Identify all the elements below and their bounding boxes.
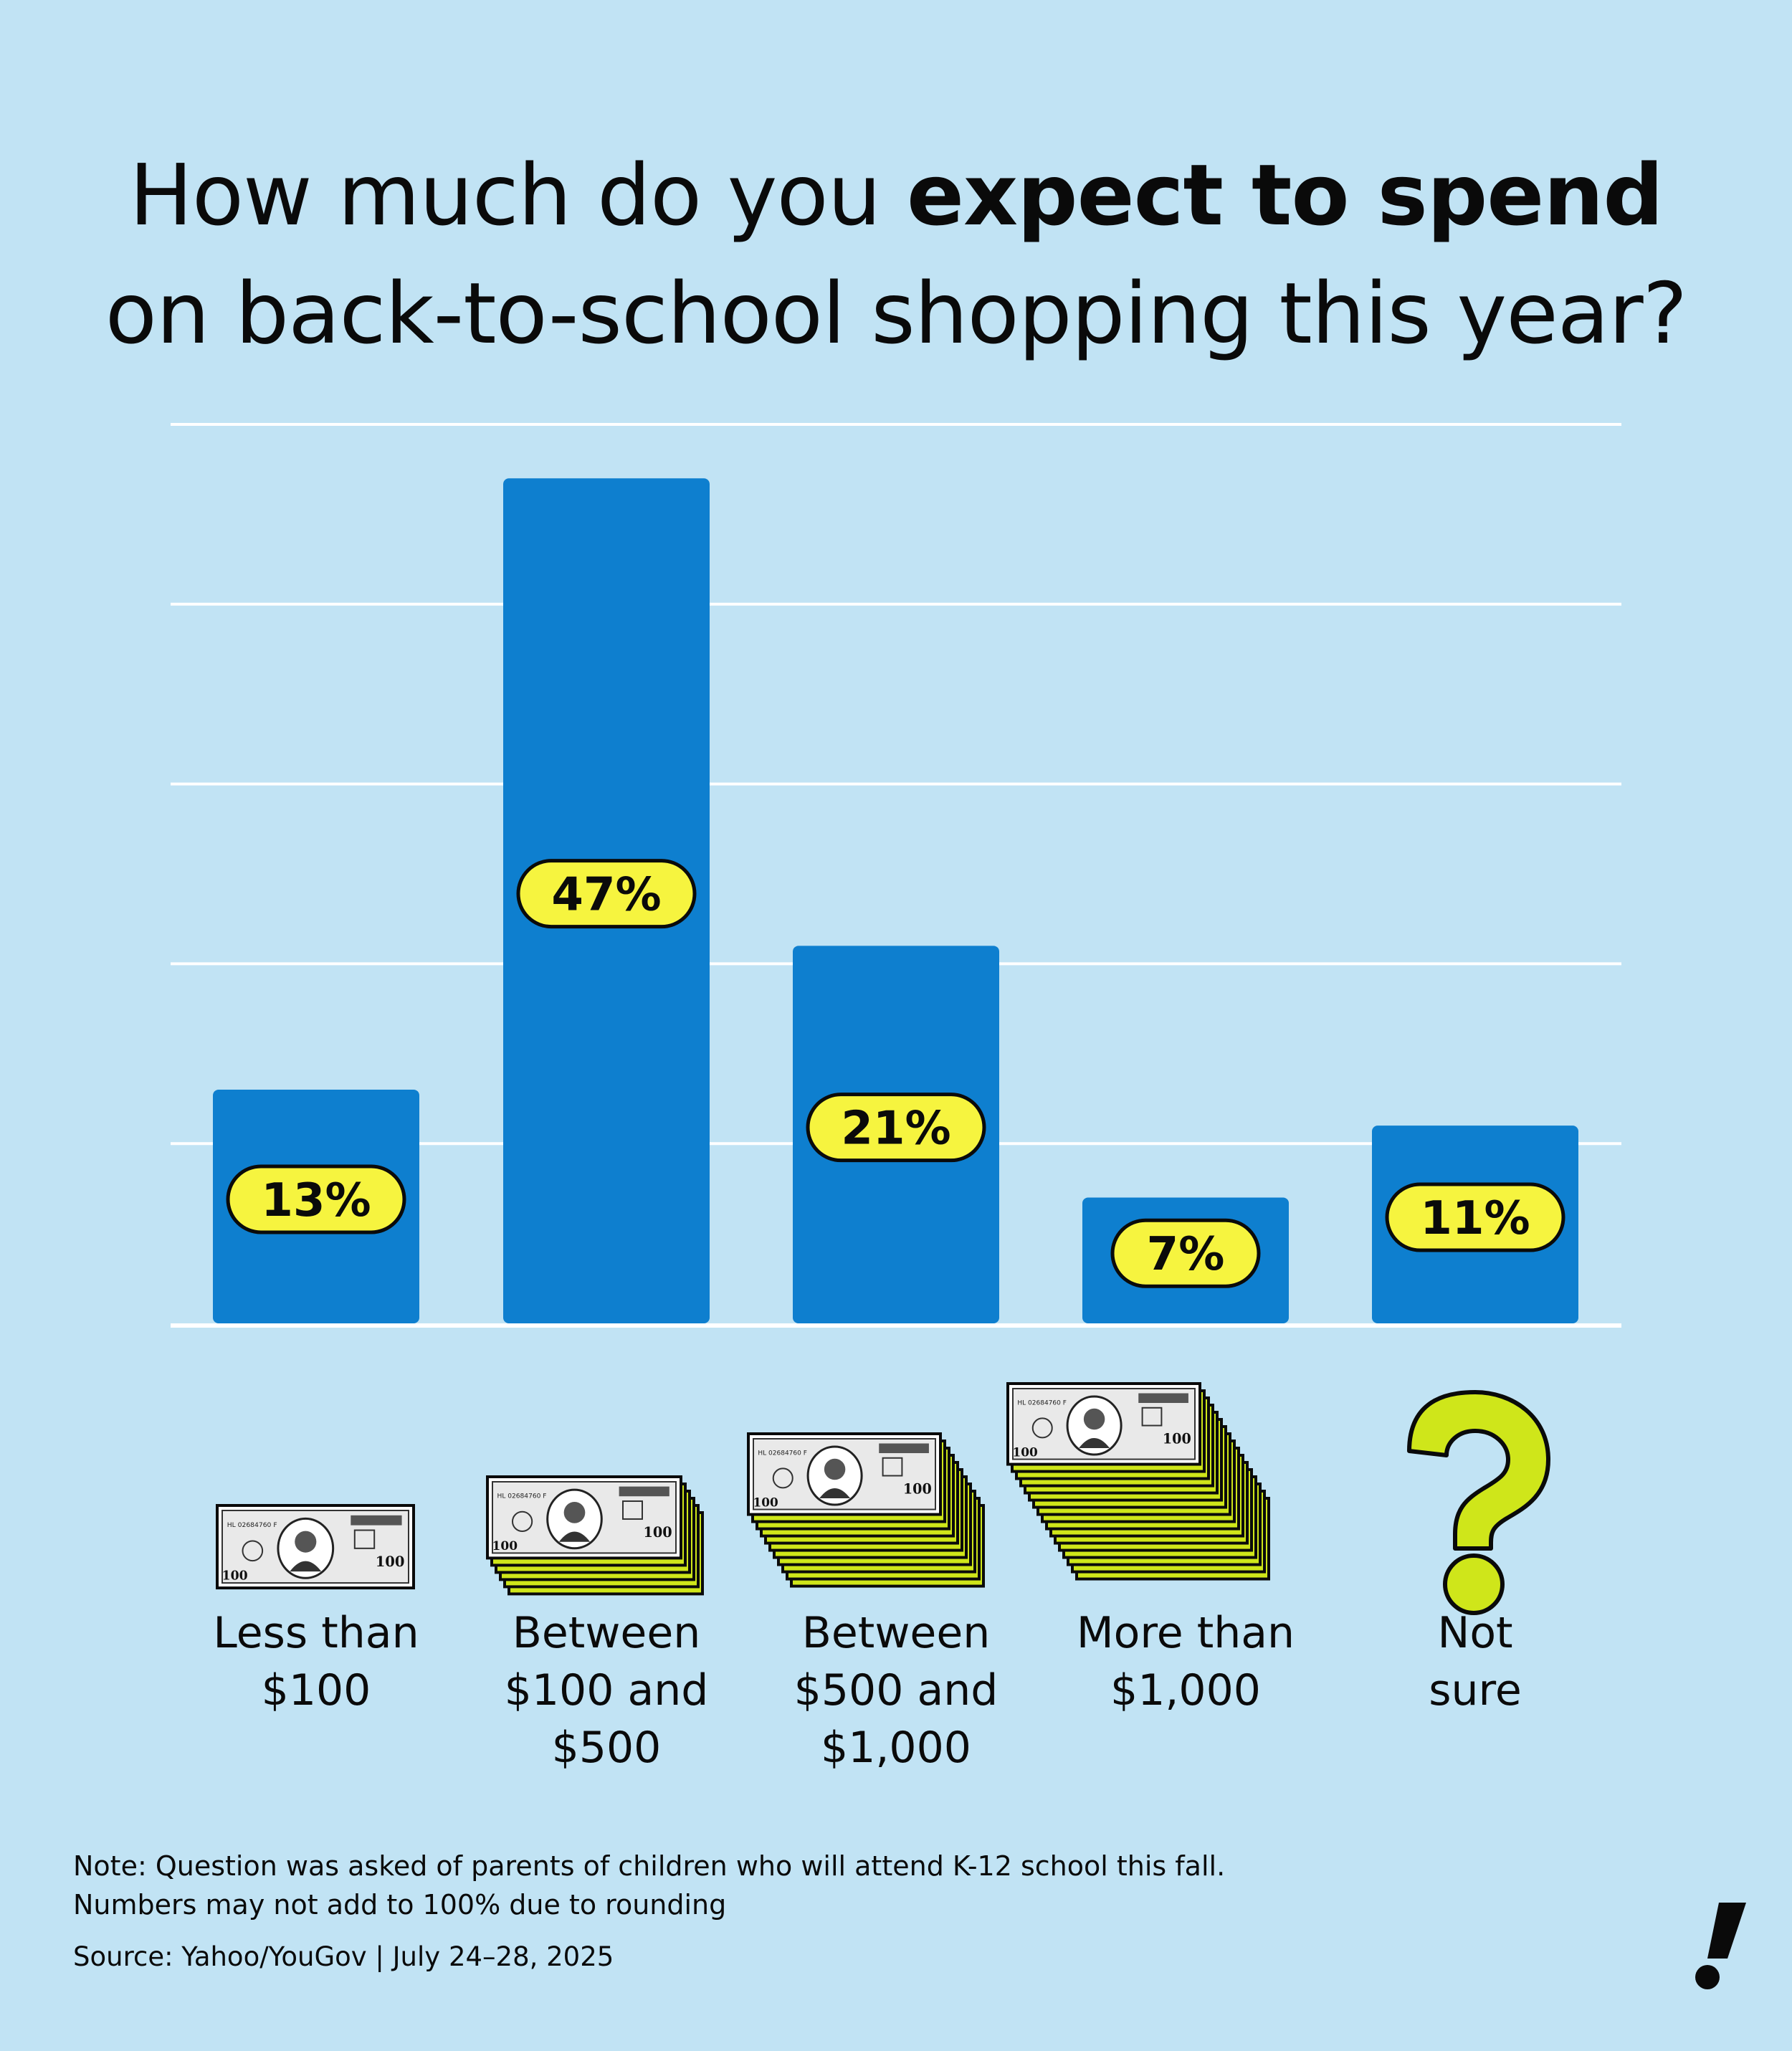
dollar-bill: HL 02684760 F 100 100	[216, 1504, 415, 1590]
svg-text:HL 02684760 F: HL 02684760 F	[497, 1493, 547, 1500]
source-note: Source: Yahoo/YouGov | July 24–28, 2025	[73, 1941, 614, 1972]
category-label: Between $100 and $500	[504, 1608, 709, 1773]
svg-text:100: 100	[753, 1495, 778, 1509]
svg-text:100: 100	[492, 1539, 518, 1553]
svg-text:100: 100	[1013, 1445, 1038, 1459]
title-line1-bold: expect to spend	[906, 146, 1664, 244]
dollar-bill: HL 02684760 F 100 100	[1006, 1382, 1201, 1466]
category-label: Not sure	[1429, 1608, 1522, 1715]
bill-stack: HL 02684760 F 100 100	[1006, 1382, 1270, 1581]
title-line1-plain: How much do you	[129, 146, 907, 244]
value-pill	[1110, 1218, 1261, 1288]
svg-text:100: 100	[903, 1480, 932, 1497]
svg-text:100: 100	[643, 1524, 672, 1541]
svg-text:100: 100	[1163, 1430, 1191, 1447]
dollar-bill: HL 02684760 F 100 100	[747, 1432, 942, 1516]
bill-stack: HL 02684760 F 100 100	[747, 1432, 985, 1588]
dollar-bill: HL 02684760 F 100 100	[486, 1475, 682, 1560]
svg-text:HL 02684760 F: HL 02684760 F	[1017, 1399, 1067, 1407]
value-label: 13%	[261, 1174, 371, 1227]
medium-bill-stack-icon: HL 02684760 F 100 100	[747, 1432, 985, 1588]
value-pill	[226, 1164, 406, 1234]
footnote-line2: Numbers may not add to 100% due to round…	[73, 1889, 727, 1921]
value-label: 7%	[1147, 1228, 1225, 1281]
footnote-line1: Note: Question was asked of parents of c…	[73, 1850, 1226, 1882]
small-bill-stack-icon: HL 02684760 F 100 100	[486, 1475, 704, 1596]
value-pill	[806, 1093, 986, 1163]
bar-group: 47%	[503, 478, 710, 1323]
value-label: 11%	[1420, 1192, 1530, 1245]
exclamation-logo-icon	[1695, 1903, 1746, 1989]
title-line2: on back-to-school shopping this year?	[105, 264, 1687, 363]
value-label: 21%	[841, 1103, 950, 1156]
svg-text:HL 02684760 F: HL 02684760 F	[758, 1450, 807, 1457]
question-mark-icon	[1407, 1390, 1550, 1615]
value-pill	[1385, 1182, 1565, 1252]
category-label: More than $1,000	[1076, 1608, 1295, 1715]
footnote: Note: Question was asked of parents of c…	[73, 1847, 1225, 1924]
chart-title: How much do you expect to spend on back-…	[0, 136, 1792, 373]
bar-group: 21%	[793, 946, 999, 1323]
category-label: Between $500 and $1,000	[793, 1608, 999, 1773]
bar-group: 7%	[1082, 1197, 1289, 1323]
svg-text:HL 02684760 F: HL 02684760 F	[227, 1521, 277, 1529]
one-bill-icon: HL 02684760 F 100 100	[216, 1504, 415, 1590]
svg-text:100: 100	[376, 1553, 405, 1570]
value-pill	[516, 859, 697, 929]
bill-stack: HL 02684760 F 100 100	[486, 1475, 704, 1596]
bar-group: 13%	[213, 1089, 419, 1323]
value-label: 47%	[551, 869, 661, 922]
category-label: Less than $100	[213, 1608, 419, 1715]
bar-group: 11%	[1372, 1126, 1578, 1323]
svg-text:100: 100	[222, 1569, 248, 1584]
large-bill-stack-icon: HL 02684760 F 100 100	[1006, 1382, 1270, 1581]
